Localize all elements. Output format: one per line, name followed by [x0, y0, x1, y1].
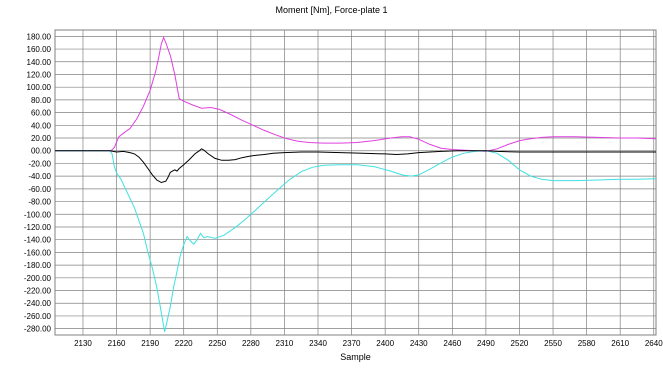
y-tick-label: 40.00 — [31, 121, 52, 130]
x-tick-label: 2550 — [544, 339, 562, 348]
y-tick-label: 140.00 — [27, 58, 52, 67]
y-tick-label: 00.00 — [31, 147, 52, 156]
y-tick-label: 120.00 — [27, 70, 52, 79]
y-tick-label: -40.00 — [28, 172, 51, 181]
x-tick-label: 2160 — [108, 339, 126, 348]
y-tick-label: -180.00 — [24, 261, 52, 270]
y-tick-label: -200.00 — [24, 274, 52, 283]
y-tick-label: -140.00 — [24, 236, 52, 245]
x-tick-label: 2580 — [578, 339, 596, 348]
x-tick-label: 2490 — [477, 339, 495, 348]
y-tick-label: -160.00 — [24, 248, 52, 257]
x-tick-label: 2130 — [74, 339, 92, 348]
x-tick-label: 2340 — [309, 339, 327, 348]
chart-title: Moment [Nm], Force-plate 1 — [275, 5, 388, 15]
x-tick-label: 2190 — [141, 339, 159, 348]
y-tick-label: -240.00 — [24, 299, 52, 308]
x-tick-label: 2460 — [443, 339, 461, 348]
x-tick-label: 2640 — [645, 339, 663, 348]
x-axis-label: Sample — [340, 352, 371, 362]
y-tick-label: 60.00 — [31, 109, 52, 118]
y-tick-label: 160.00 — [27, 45, 52, 54]
y-tick-label: 180.00 — [27, 32, 52, 41]
y-tick-label: -120.00 — [24, 223, 52, 232]
series-line-3 — [55, 148, 656, 184]
y-tick-label: -80.00 — [28, 198, 51, 207]
x-tick-label: 2610 — [611, 339, 629, 348]
y-tick-label: -20.00 — [28, 159, 51, 168]
x-tick-label: 2310 — [276, 339, 294, 348]
y-tick-label: -60.00 — [28, 185, 51, 194]
x-tick-label: 2250 — [208, 339, 226, 348]
x-tick-label: 2220 — [175, 339, 193, 348]
plot-area — [54, 29, 657, 336]
y-tick-label: 20.00 — [31, 134, 52, 143]
y-tick-label: -260.00 — [24, 312, 52, 321]
x-tick-label: 2430 — [410, 339, 428, 348]
y-tick-label: -100.00 — [24, 210, 52, 219]
x-tick-label: 2520 — [511, 339, 529, 348]
y-tick-label: -220.00 — [24, 287, 52, 296]
y-tick-label: 80.00 — [31, 96, 52, 105]
x-tick-label: 2280 — [242, 339, 260, 348]
x-tick-label: 2370 — [343, 339, 361, 348]
y-tick-label: -280.00 — [24, 325, 52, 334]
y-tick-label: 100.00 — [27, 83, 52, 92]
x-tick-label: 2400 — [376, 339, 394, 348]
series-line-1 — [55, 36, 657, 152]
series-line-2 — [55, 150, 657, 332]
